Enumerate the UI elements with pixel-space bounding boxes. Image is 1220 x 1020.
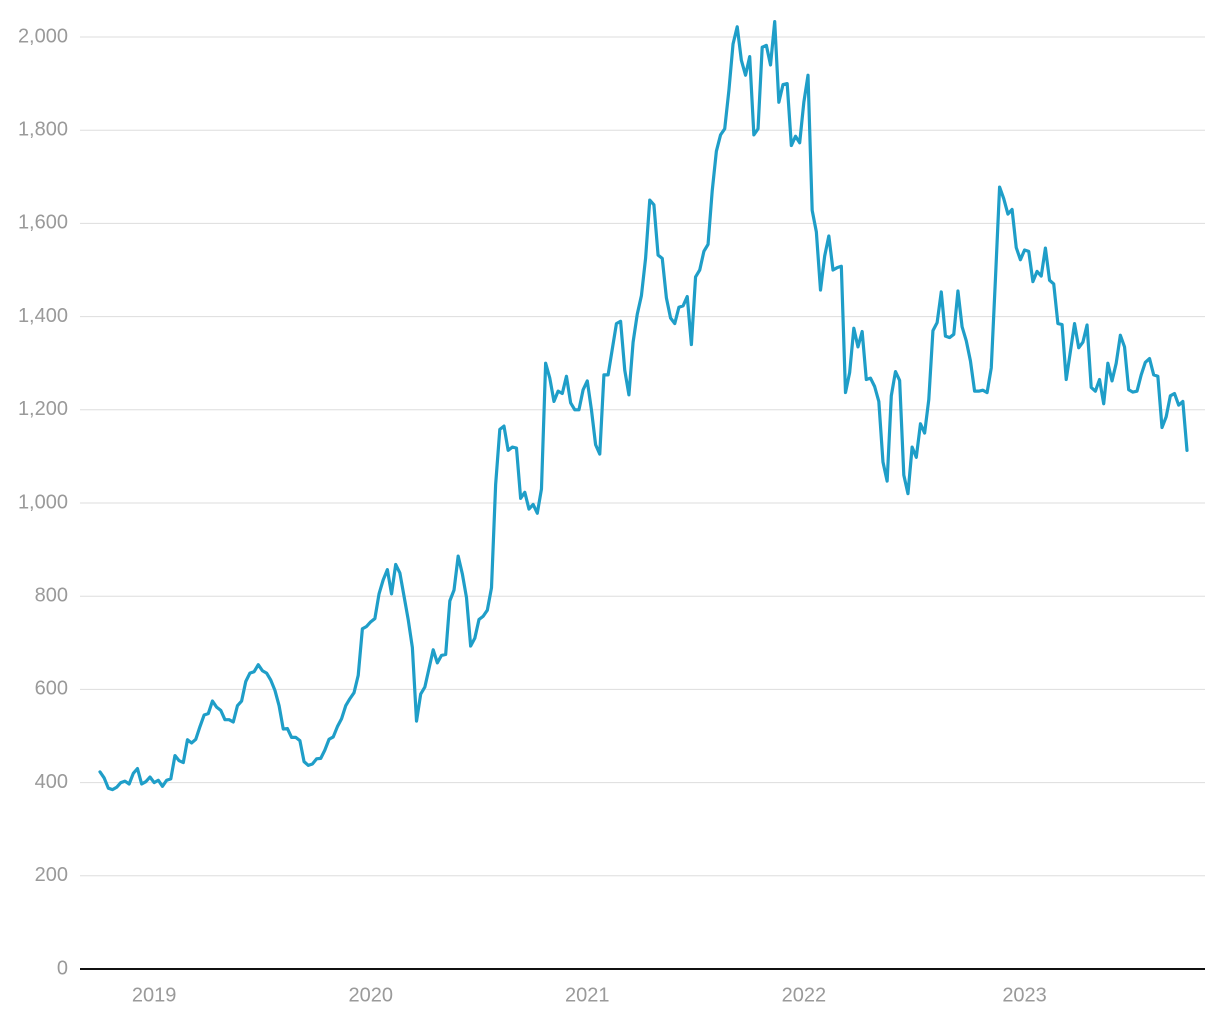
- y-tick-label: 1,600: [18, 212, 68, 234]
- y-tick-label: 0: [57, 957, 68, 979]
- y-tick-label: 400: [35, 771, 68, 793]
- x-tick-label: 2020: [348, 984, 393, 1006]
- y-tick-label: 1,000: [18, 491, 68, 513]
- y-tick-label: 2,000: [18, 25, 68, 47]
- x-tick-label: 2021: [565, 984, 610, 1006]
- y-tick-label: 1,400: [18, 305, 68, 327]
- y-tick-label: 200: [35, 864, 68, 886]
- y-tick-label: 1,200: [18, 398, 68, 420]
- x-tick-label: 2023: [1002, 984, 1047, 1006]
- x-tick-label: 2019: [132, 984, 177, 1006]
- data-line: [98, 20, 1189, 792]
- y-tick-label: 1,800: [18, 118, 68, 140]
- y-tick-label: 800: [35, 584, 68, 606]
- x-tick-label: 2022: [782, 984, 827, 1006]
- y-tick-label: 600: [35, 678, 68, 700]
